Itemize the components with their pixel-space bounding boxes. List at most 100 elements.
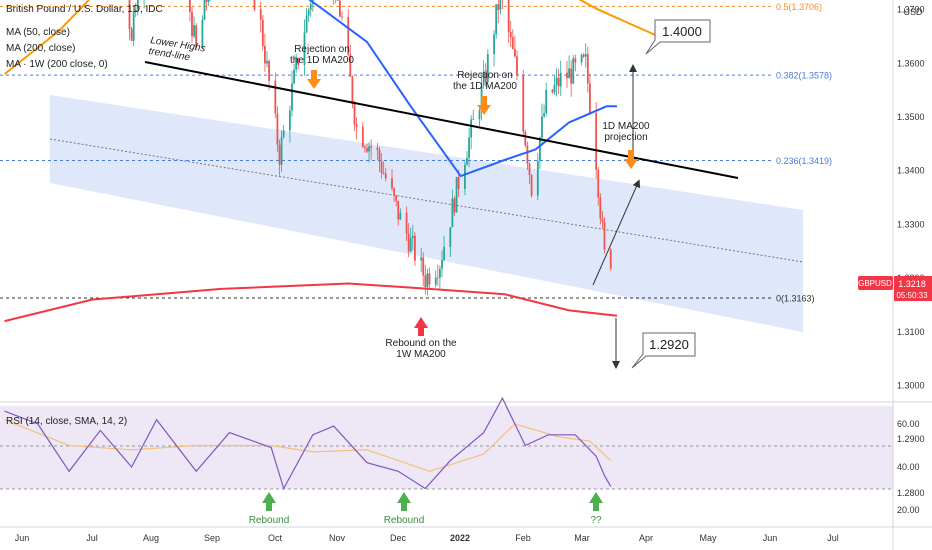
candle-body xyxy=(407,233,410,252)
candle-body xyxy=(584,54,587,57)
candle-body xyxy=(597,169,600,198)
candle-body xyxy=(582,54,585,57)
candle-body xyxy=(449,227,452,247)
target-up-callout: 1.4000 xyxy=(645,19,711,55)
candle-body xyxy=(441,260,443,269)
candle-body xyxy=(136,0,139,10)
price-tick: 1.3100 xyxy=(897,327,925,337)
candle-body xyxy=(289,110,291,131)
channel-midline xyxy=(49,138,804,263)
candle-body xyxy=(339,0,341,17)
candle-body xyxy=(351,76,354,104)
price-tick: 1.3000 xyxy=(897,381,925,391)
fib-label: 0.5(1.3706) xyxy=(776,2,822,12)
candle-body xyxy=(568,68,570,79)
candle-body xyxy=(451,198,454,228)
target-down-label: 1.2920 xyxy=(649,337,689,352)
candle-body xyxy=(601,218,604,222)
candle-body xyxy=(259,9,262,20)
candle-body xyxy=(428,273,431,285)
rebound-annotation: Rebound on the 1W MA200 xyxy=(385,338,457,360)
candle-body xyxy=(539,137,541,161)
candle-body xyxy=(280,137,283,165)
ma50-line xyxy=(308,0,617,178)
rejection-annotation-1: Rejection on the 1D MA200 xyxy=(290,44,354,66)
price-tick: 1.3400 xyxy=(897,166,925,176)
candle-body xyxy=(507,0,510,33)
target-down-callout: 1.2920 xyxy=(631,332,696,369)
candle-body xyxy=(559,72,562,87)
candle-body xyxy=(536,160,539,196)
rejection-annotation-2: Rejection on the 1D MA200 xyxy=(453,70,517,92)
rsi-question-label: ?? xyxy=(590,515,602,526)
candle-body xyxy=(424,275,427,287)
candle-body xyxy=(589,83,591,113)
rsi-band xyxy=(0,406,893,489)
candle-body xyxy=(391,178,393,189)
candle-body xyxy=(399,212,402,220)
candle-body xyxy=(411,235,414,239)
candle-body xyxy=(457,177,460,189)
candle-body xyxy=(130,28,133,41)
projection-annotation: 1D MA200 projection xyxy=(602,121,650,143)
indicator-ma200-1w: MA · 1W (200 close, 0) xyxy=(6,59,108,70)
rsi-tick: 60.00 xyxy=(897,419,920,429)
candle-body xyxy=(297,58,300,65)
candle-body xyxy=(293,69,295,84)
candle-body xyxy=(370,146,373,148)
price-tag-countdown: 05:50:33 xyxy=(896,291,928,300)
candle-body xyxy=(478,110,481,120)
candle-body xyxy=(253,0,256,10)
time-tick: Feb xyxy=(515,533,531,543)
candle-body xyxy=(557,77,560,87)
candle-body xyxy=(599,197,602,219)
candle-body xyxy=(595,112,598,170)
price-tag-symbol: GBPUSD xyxy=(858,279,892,288)
projection-arrow xyxy=(624,150,638,169)
currency-label: USD xyxy=(903,7,923,17)
rsi-rebound-arrow-2 xyxy=(397,492,411,511)
candle-body xyxy=(436,277,439,279)
price-tag xyxy=(858,276,893,290)
candle-body xyxy=(134,9,137,12)
candle-body xyxy=(530,175,533,196)
time-tick: Nov xyxy=(329,533,346,543)
candle-body xyxy=(355,124,358,127)
candle-body xyxy=(207,0,210,2)
candle-body xyxy=(305,15,308,33)
time-axis: Jun Jul Aug Sep Oct Nov Dec 2022 Feb Mar Apr May Jun… xyxy=(15,533,839,543)
rsi-tick: 20.00 xyxy=(897,505,920,515)
time-tick: Dec xyxy=(390,533,407,543)
candle-body xyxy=(189,0,191,12)
candle-body xyxy=(353,103,356,125)
time-tick: Sep xyxy=(204,533,220,543)
candle-body xyxy=(580,54,583,63)
candle-body xyxy=(295,58,298,70)
fib-label: 0.236(1.3419) xyxy=(776,156,832,166)
candle-body xyxy=(486,54,489,83)
candle-body xyxy=(366,148,368,152)
candle-body xyxy=(364,146,366,149)
candle-body xyxy=(264,46,266,64)
candle-body xyxy=(380,161,383,173)
projection-arrow-up xyxy=(592,179,641,286)
candle-body xyxy=(603,221,606,250)
candle-body xyxy=(526,145,529,164)
candle-body xyxy=(499,0,502,10)
candle-body xyxy=(368,146,370,152)
candle-body xyxy=(336,0,339,1)
indicator-ma200: MA (200, close) xyxy=(6,43,75,54)
rsi-rebound-label-1: Rebound xyxy=(249,515,290,526)
candle-body xyxy=(566,72,568,79)
time-tick: Jun xyxy=(763,533,778,543)
candle-body xyxy=(422,257,425,276)
candle-body xyxy=(128,0,131,29)
candle-body xyxy=(303,32,306,65)
candle-body xyxy=(484,72,487,83)
candle-body xyxy=(349,54,352,77)
candle-body xyxy=(397,200,400,220)
candle-body xyxy=(376,147,379,151)
candle-body xyxy=(132,11,135,41)
time-tick: Apr xyxy=(639,533,653,543)
candle-body xyxy=(543,113,545,117)
